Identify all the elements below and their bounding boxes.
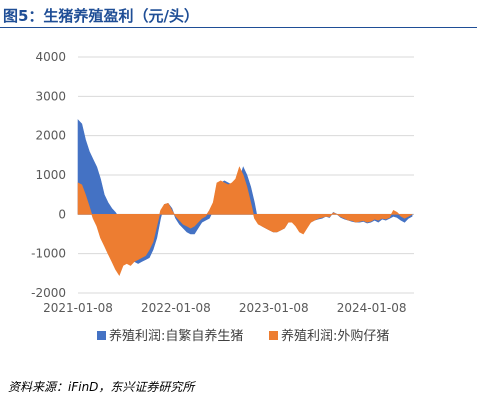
y-tick-label: 2000 (35, 129, 66, 143)
legend: 养殖利润:自繁自养生猪 养殖利润:外购仔猪 (97, 328, 389, 344)
x-tick-label: 2024-01-08 (337, 301, 407, 315)
legend-swatch-self-breeding (97, 331, 106, 340)
y-axis-ticks: 4000 3000 2000 1000 0 -1000 -2000 (31, 50, 66, 300)
x-axis-ticks: 2021-01-08 2022-01-08 2023-01-08 2024-01-08 (43, 301, 406, 315)
x-tick-label: 2022-01-08 (141, 301, 211, 315)
y-tick-label: -1000 (31, 247, 66, 261)
x-tick-label: 2023-01-08 (239, 301, 309, 315)
y-tick-label: 4000 (35, 50, 66, 64)
legend-swatch-purchased (269, 331, 278, 340)
legend-label-purchased: 养殖利润:外购仔猪 (281, 328, 389, 344)
legend-label-self-breeding: 养殖利润:自繁自养生猪 (109, 328, 243, 344)
y-tick-label: 3000 (35, 89, 66, 103)
x-tick-label: 2021-01-08 (43, 301, 113, 315)
y-tick-label: 0 (58, 207, 66, 221)
y-tick-label: 1000 (35, 168, 66, 182)
series-area-purchased (77, 166, 413, 276)
y-tick-label: -2000 (31, 286, 66, 300)
figure-title: 图5：生猪养殖盈利（元/头） (3, 7, 199, 25)
source-note: 资料来源：iFinD，东兴证券研究所 (8, 380, 195, 394)
title-divider (0, 27, 477, 28)
series-areas (77, 119, 413, 276)
